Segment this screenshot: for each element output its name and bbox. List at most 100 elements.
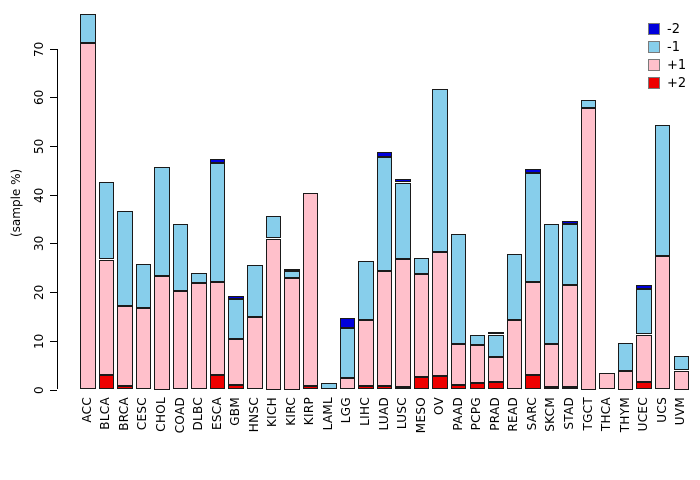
bar-LGG-segment--1	[339, 328, 356, 378]
bar-ACC-segment-+1	[80, 42, 96, 390]
y-axis-tick	[50, 340, 57, 342]
y-axis-tick-label: 50	[32, 138, 46, 154]
bar-LUSC-segment-+2	[395, 386, 411, 390]
y-axis-tick-label: 20	[32, 284, 46, 300]
bar-PRAD-segment--2	[488, 332, 504, 335]
bar-KIRP-segment-+1	[302, 192, 319, 386]
y-axis-tick-label: 30	[32, 235, 46, 252]
bar-UVM-segment--1	[673, 356, 689, 371]
x-axis-label-TGCT: TGCT	[580, 397, 595, 431]
bar-BRCA-segment-+2	[117, 385, 133, 390]
y-axis-tick	[50, 292, 57, 294]
x-axis-label-COAD: COAD	[172, 397, 187, 434]
bar-CESC-segment-+1	[135, 307, 152, 390]
x-axis-label-LUAD: LUAD	[376, 397, 391, 431]
bar-MESO-segment-+1	[413, 273, 430, 378]
legend-swatch-+1	[648, 59, 660, 71]
x-axis-label-HNSC: HNSC	[246, 397, 261, 433]
x-axis-label-DLBC: DLBC	[191, 397, 206, 431]
x-axis-label-UVM: UVM	[673, 397, 688, 426]
bar-KICH-segment--1	[265, 215, 281, 239]
bar-SKCM-segment-+1	[543, 343, 560, 387]
y-axis-tick-label: 40	[32, 187, 46, 203]
bar-TGCT-segment-+1	[580, 108, 597, 390]
x-axis-label-SKCM: SKCM	[543, 397, 558, 432]
legend: -2 -1 +1 +2	[648, 20, 686, 92]
bar-KIRP-segment-+2	[302, 385, 319, 390]
legend-label-+1: +1	[667, 57, 687, 73]
bar-MESO-segment--1	[413, 257, 430, 274]
bar-PRAD-segment-+1	[488, 357, 504, 382]
bar-GBM-segment-+1	[228, 339, 244, 386]
bar-HNSC-segment--1	[247, 265, 263, 317]
bar-KICH-segment-+1	[265, 238, 281, 390]
bar-SARC-segment-+2	[525, 375, 541, 390]
legend-item--1: -1	[648, 38, 686, 56]
bar-COAD-segment-+1	[172, 290, 189, 390]
x-axis-label-LUSC: LUSC	[395, 397, 409, 430]
x-axis-label-KIRP: KIRP	[302, 397, 317, 426]
legend-swatch--2	[648, 23, 660, 35]
x-axis-label-BRCA: BRCA	[116, 397, 131, 431]
x-axis-label-MESO: MESO	[413, 397, 428, 434]
legend-swatch--1	[648, 41, 660, 53]
bar-BLCA-segment-+1	[98, 259, 115, 375]
x-axis-label-ESCA: ESCA	[209, 397, 224, 430]
bar-STAD-segment-+1	[562, 285, 578, 388]
x-axis-label-SARC: SARC	[524, 397, 539, 431]
bar-KIRC-segment--2	[284, 268, 300, 272]
bar-GBM-segment--2	[228, 295, 244, 299]
bar-SARC-segment-+1	[525, 282, 541, 376]
x-axis-label-PRAD: PRAD	[487, 397, 502, 431]
bar-LUSC-segment-+1	[395, 258, 411, 387]
bar-LGG-segment--2	[339, 317, 356, 329]
legend-item--2: -2	[648, 20, 686, 38]
bar-LIHC-segment-+2	[358, 386, 374, 390]
y-axis-tick	[50, 243, 57, 245]
bar-BRCA-segment-+1	[117, 306, 133, 386]
bar-ESCA-segment-+2	[209, 374, 226, 390]
bar-LGG-segment-+1	[339, 377, 356, 390]
bar-LUAD-segment--2	[376, 152, 393, 157]
bar-PRAD-segment-+2	[488, 381, 504, 390]
y-axis-tick-label: 70	[32, 40, 46, 57]
legend-item-+2: +2	[648, 74, 686, 92]
bar-LUAD-segment-+1	[376, 271, 393, 386]
bar-UCEC-segment--1	[636, 288, 652, 335]
x-axis-label-KICH: KICH	[265, 397, 280, 428]
legend-label--2: -2	[667, 21, 680, 37]
bar-OV-segment-+1	[432, 252, 448, 377]
bar-COAD-segment--1	[172, 224, 189, 291]
legend-label-+2: +2	[667, 75, 687, 91]
bar-PRAD-segment--1	[488, 334, 504, 358]
bar-CHOL-segment--1	[154, 167, 170, 276]
bar-SKCM-segment-+2	[543, 387, 560, 390]
bar-THYM-segment--1	[617, 342, 634, 371]
x-axis-label-UCS: UCS	[654, 397, 669, 423]
y-axis-tick	[50, 146, 57, 147]
bar-DLBC-segment-+1	[191, 282, 207, 390]
bar-BLCA-segment--1	[98, 181, 115, 260]
bar-BLCA-segment-+2	[98, 374, 115, 390]
x-axis-label-PCPG: PCPG	[469, 397, 484, 431]
bar-PAAD-segment--1	[450, 233, 467, 344]
bar-UCS-segment--1	[654, 124, 671, 256]
bar-SARC-segment--1	[525, 173, 541, 283]
bar-CESC-segment--1	[135, 264, 152, 308]
bar-LUSC-segment--2	[395, 178, 411, 183]
bar-UCS-segment-+1	[654, 255, 671, 390]
legend-item-+1: +1	[648, 56, 686, 74]
bar-KIRC-segment--1	[284, 271, 300, 278]
bar-LUAD-segment-+2	[376, 385, 393, 390]
bar-LIHC-segment-+1	[358, 319, 374, 387]
y-axis-tick	[50, 194, 57, 196]
legend-label--1: -1	[667, 39, 680, 55]
y-axis-title: (sample %)	[9, 168, 23, 238]
x-axis-label-LGG: LGG	[339, 397, 354, 424]
y-axis-tick	[50, 48, 57, 50]
bar-LUAD-segment--1	[376, 156, 393, 272]
bar-ACC-segment--1	[80, 13, 96, 43]
bar-PCPG-segment-+2	[469, 382, 485, 390]
bar-BRCA-segment--1	[117, 211, 133, 307]
